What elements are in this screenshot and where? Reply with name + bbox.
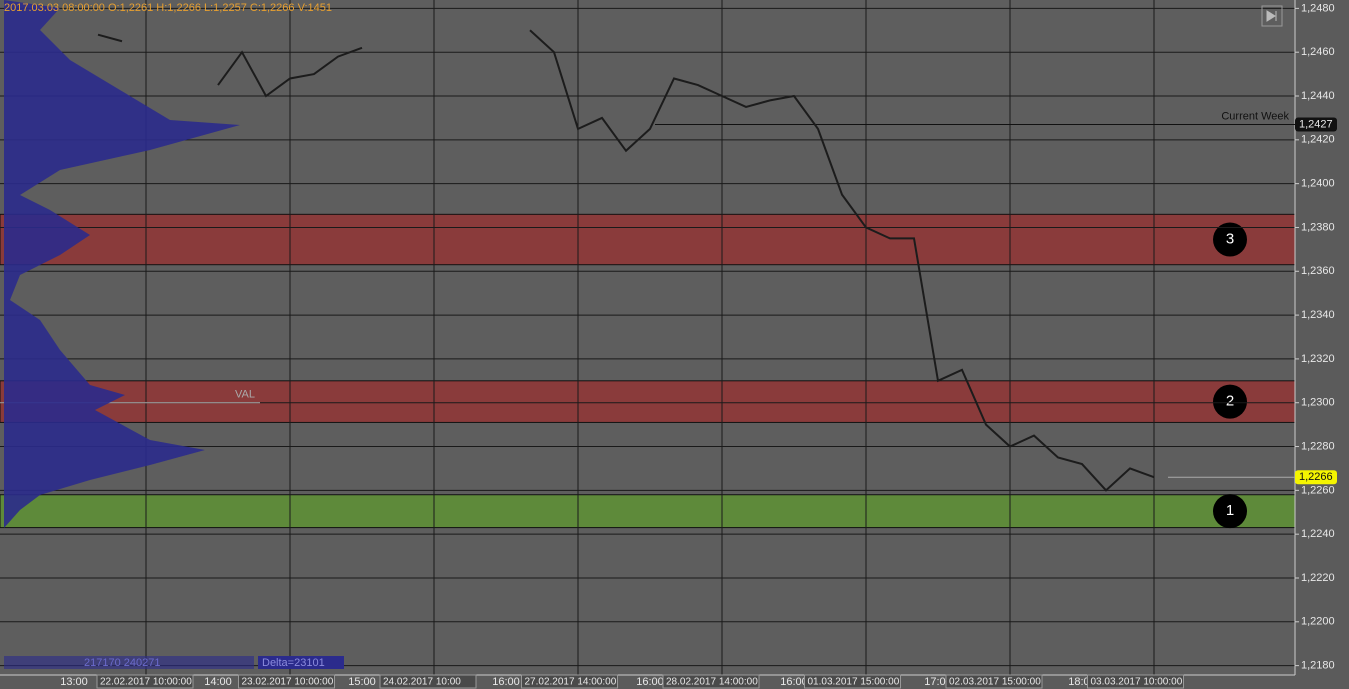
x-tick-label: 16:00: [636, 676, 664, 688]
date-box: [945, 674, 1043, 689]
date-label: 28.02.2017 14:00:00: [666, 677, 758, 688]
scroll-button[interactable]: [1261, 5, 1283, 27]
date-label: 01.03.2017 15:00:00: [808, 677, 900, 688]
date-box: [379, 674, 477, 689]
y-tick-label: 1,2240: [1301, 528, 1335, 540]
y-tick-label: 1,2440: [1301, 90, 1335, 102]
price-line: [97, 29, 1155, 492]
x-tick-label: 16:00: [780, 676, 808, 688]
y-tick-label: 1,2460: [1301, 46, 1335, 58]
date-box: [96, 674, 194, 689]
plot-bg: [0, 0, 1295, 675]
zone: [0, 494, 1296, 529]
zone-badge: [1213, 494, 1247, 529]
date-box: [238, 674, 335, 689]
y-tick-label: 1,2340: [1301, 309, 1335, 321]
zone: [0, 380, 1296, 423]
date-box: [521, 674, 618, 689]
ohlc-header: 2017.03.03 08:00:00 O:1,2261 H:1,2266 L:…: [4, 2, 332, 14]
zone: [0, 213, 1296, 266]
x-tick-label: 13:00: [60, 676, 88, 688]
level-name: Current Week: [1221, 110, 1289, 122]
zone-badge: [1213, 222, 1247, 257]
level-name: VAL: [235, 389, 255, 401]
date-box: [804, 674, 901, 689]
y-tick-label: 1,2360: [1301, 265, 1335, 277]
x-tick-label: 16:00: [492, 676, 520, 688]
x-tick-label: 15:00: [348, 676, 376, 688]
zone-label: 1: [1226, 502, 1234, 519]
y-tick-label: 1,2180: [1301, 660, 1335, 672]
date-box: [662, 674, 760, 689]
volume-profile: [4, 0, 240, 528]
zone-badge: [1213, 384, 1247, 419]
date-label: 23.02.2017 10:00:00: [242, 677, 334, 688]
date-label: 27.02.2017 14:00:00: [525, 677, 617, 688]
date-label: 22.02.2017 10:00:00: [100, 677, 192, 688]
delta-box: [258, 656, 344, 669]
price-tag: [1295, 117, 1337, 132]
y-tick-label: 1,2280: [1301, 440, 1335, 452]
y-tick-label: 1,2380: [1301, 221, 1335, 233]
date-label: 24.02.2017 10:00: [383, 677, 461, 688]
y-tick-label: 1,2320: [1301, 353, 1335, 365]
zone-label: 3: [1226, 230, 1234, 247]
last-price-label: 1,2266: [1299, 471, 1333, 483]
scroll-icon: [1266, 10, 1277, 22]
y-tick-label: 1,2220: [1301, 572, 1335, 584]
date-box: [1087, 674, 1184, 689]
y-tick-label: 1,2400: [1301, 178, 1335, 190]
x-tick-label: 17:00: [924, 676, 952, 688]
x-tick-label: 14:00: [204, 676, 232, 688]
date-label: 03.03.2017 10:00:00: [1091, 677, 1183, 688]
delta-text: Delta=23101: [262, 657, 325, 669]
y-tick-label: 1,2200: [1301, 616, 1335, 628]
price-tag-label: 1,2427: [1299, 118, 1333, 130]
volume-text: 217170 240271: [84, 657, 160, 669]
y-tick-label: 1,2480: [1301, 2, 1335, 14]
volume-box: [4, 656, 254, 669]
zone-label: 2: [1226, 393, 1234, 410]
date-label: 02.03.2017 15:00:00: [949, 677, 1041, 688]
y-tick-label: 1,2300: [1301, 397, 1335, 409]
last-price-tag: [1295, 470, 1337, 485]
y-tick-label: 1,2420: [1301, 134, 1335, 146]
y-tick-label: 1,2260: [1301, 484, 1335, 496]
